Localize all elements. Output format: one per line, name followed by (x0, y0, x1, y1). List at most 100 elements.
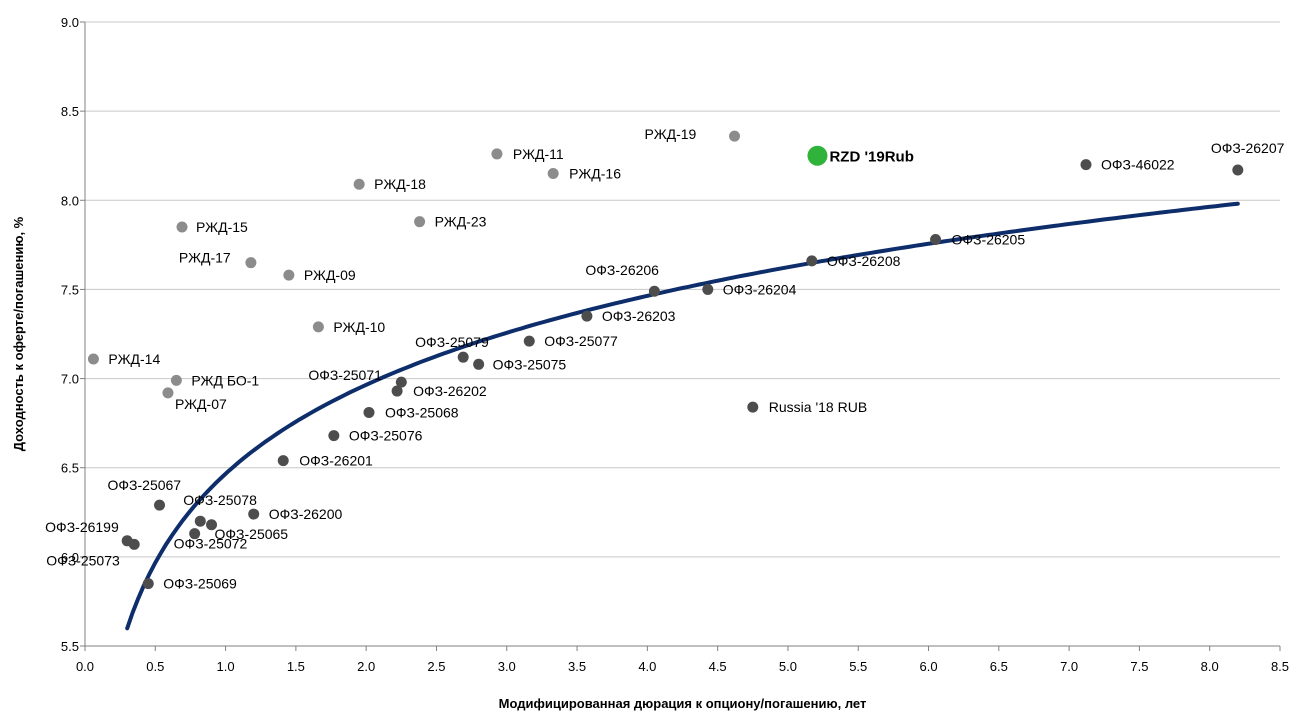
x-tick-label: 4.5 (709, 659, 727, 674)
ofz-point (206, 519, 218, 531)
point-label: ОФЗ-26206 (585, 262, 659, 278)
x-tick-label: 4.0 (638, 659, 656, 674)
ofz-point (363, 406, 375, 418)
point-label: РЖД-11 (513, 146, 564, 162)
ofz-point (581, 310, 593, 322)
x-tick-label: 0.0 (76, 659, 94, 674)
x-tick-label: 3.0 (498, 659, 516, 674)
rzd-point (176, 221, 188, 233)
point-label: РЖД БО-1 (191, 372, 259, 388)
y-tick-label: 8.0 (61, 193, 79, 208)
point-label: РЖД-10 (333, 319, 385, 335)
rzd-point (162, 387, 174, 399)
ofz-point (189, 528, 201, 540)
point-label: ОФЗ-26203 (602, 308, 676, 324)
y-tick-label: 9.0 (61, 15, 79, 30)
point-label: ОФЗ-26205 (952, 232, 1026, 248)
point-label: РЖД-07 (175, 396, 227, 412)
x-tick-label: 6.0 (919, 659, 937, 674)
x-tick-label: 3.5 (568, 659, 586, 674)
data-points (87, 130, 1244, 590)
ofz-point (328, 430, 340, 442)
point-label: ОФЗ-26201 (299, 453, 373, 469)
x-tick-label: 8.5 (1271, 659, 1289, 674)
rzd-point (547, 168, 559, 180)
ofz-point (457, 351, 469, 363)
point-label: ОФЗ-25075 (493, 356, 567, 372)
x-tick-label: 6.5 (990, 659, 1008, 674)
ofz-point (194, 515, 206, 527)
point-label: РЖД-15 (196, 219, 248, 235)
point-label: ОФЗ-26207 (1211, 140, 1285, 156)
ofz-point (473, 358, 485, 370)
ofz-point (648, 285, 660, 297)
axes: 5.5 6.0 6.5 7.0 7.5 8.0 8.5 9.0 0.0 0.5 1.0 1.5 2.0 2… (61, 15, 1289, 674)
point-label: ОФЗ-25076 (349, 428, 423, 444)
gridlines (85, 21, 1280, 647)
ofz-point (395, 376, 407, 388)
point-label: ОФЗ-26200 (269, 506, 343, 522)
x-tick-label: 0.5 (146, 659, 164, 674)
ofz-point (248, 508, 260, 520)
ofz-point (747, 401, 759, 413)
x-tick-label: 2.5 (427, 659, 445, 674)
point-label: ОФЗ-25068 (385, 404, 459, 420)
point-label: РЖД-18 (374, 176, 426, 192)
rzd-point (245, 257, 257, 269)
point-label: ОФЗ-25065 (215, 526, 289, 542)
ofz-point (391, 385, 403, 397)
x-tick-label: 1.5 (287, 659, 305, 674)
point-label: ОФЗ-25078 (183, 492, 257, 508)
ofz-point (930, 234, 942, 246)
point-label: ОФЗ-25071 (308, 367, 382, 383)
point-label: ОФЗ-25067 (108, 477, 182, 493)
point-label: РЖД-16 (569, 166, 621, 182)
ofz-point (277, 455, 289, 467)
y-tick-label: 7.0 (61, 372, 79, 387)
rzd-point (353, 178, 365, 190)
x-tick-label: 7.5 (1130, 659, 1148, 674)
ofz-point (142, 578, 154, 590)
point-label: ОФЗ-25079 (415, 334, 489, 350)
ofz-point (702, 283, 714, 295)
point-label: ОФЗ-26208 (827, 253, 901, 269)
point-label: РЖД-17 (179, 250, 231, 266)
ofz-point (154, 499, 166, 511)
x-axis-title: Модифицированная дюрация к опциону/погаш… (499, 696, 867, 711)
rzd-point (170, 374, 182, 386)
ofz-point (523, 335, 535, 347)
y-axis-title: Доходность к оферте/погашению, % (11, 216, 26, 451)
rzd-point (312, 321, 324, 333)
rzd-point (491, 148, 503, 160)
highlight-point (807, 145, 828, 166)
y-tick-label: 5.5 (61, 639, 79, 654)
point-labels: РЖД-19 РЖД-11 РЖД-16 РЖД-18 РЖД-23 РЖД-15 РЖД-… (45, 126, 1284, 591)
rzd-point (283, 269, 295, 281)
rzd-point (414, 216, 426, 228)
point-label: ОФЗ-26199 (45, 519, 119, 535)
point-label: ОФЗ-25069 (163, 576, 237, 592)
point-label: ОФЗ-46022 (1101, 157, 1175, 173)
rzd-point (87, 353, 99, 365)
x-tick-label: 2.0 (357, 659, 375, 674)
x-tick-label: 8.0 (1201, 659, 1219, 674)
point-label: ОФЗ-25072 (174, 536, 248, 552)
ofz-point (1080, 159, 1092, 171)
y-tick-label: 6.0 (61, 550, 79, 565)
ofz-point (806, 255, 818, 267)
ofz-point (1232, 164, 1244, 176)
highlight-point-label: RZD '19Rub (829, 149, 913, 166)
x-tick-label: 5.5 (849, 659, 867, 674)
y-tick-label: 6.5 (61, 461, 79, 476)
trend-curve (125, 201, 1240, 631)
rzd-point (729, 130, 741, 142)
y-tick-label: 8.5 (61, 104, 79, 119)
point-label: РЖД-14 (108, 351, 160, 367)
x-tick-label: 1.0 (217, 659, 235, 674)
x-tick-label: 7.0 (1060, 659, 1078, 674)
ofz-point (128, 538, 140, 550)
point-label: РЖД-19 (645, 126, 697, 142)
point-label: ОФЗ-25073 (46, 552, 120, 568)
point-label: ОФЗ-25077 (544, 333, 618, 349)
